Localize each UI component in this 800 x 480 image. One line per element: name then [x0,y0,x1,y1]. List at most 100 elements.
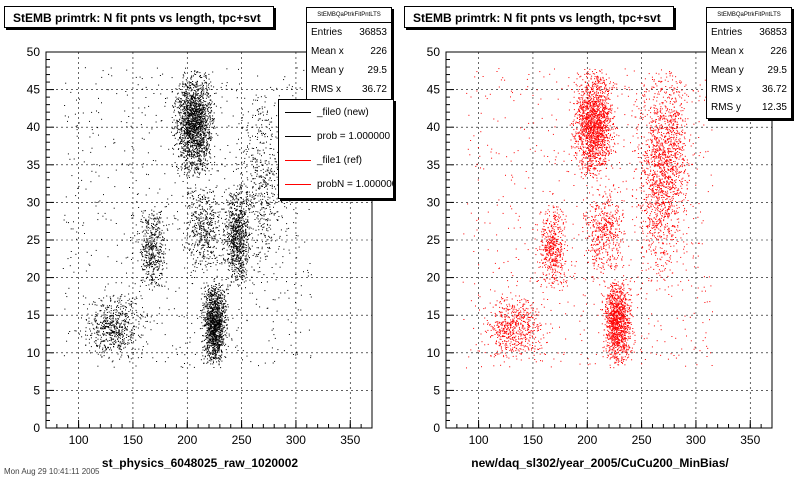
scatter-point [116,322,118,324]
scatter-point [151,254,153,256]
scatter-point [218,351,220,353]
scatter-point [215,315,217,317]
scatter-point [100,299,102,301]
scatter-point [207,304,209,306]
scatter-point [190,138,192,140]
scatter-point [216,328,218,330]
scatter-point [107,346,109,348]
scatter-point [133,333,135,334]
scatter-point [142,279,144,281]
scatter-point [210,111,212,113]
scatter-point [199,126,201,127]
scatter-point [213,285,215,287]
scatter-point [120,333,122,335]
scatter-point [217,304,219,306]
scatter-point [143,249,145,251]
scatter-point [238,240,240,242]
scatter-point [200,101,202,103]
scatter-point [226,337,228,338]
scatter-point [210,157,212,159]
scatter-point [236,243,238,244]
scatter-point [248,247,250,249]
scatter-point [80,330,81,332]
scatter-point [179,114,181,116]
scatter-point [149,217,151,219]
scatter-point [150,232,152,234]
scatter-point [188,136,190,138]
scatter-point [185,93,187,94]
scatter-point [220,315,222,317]
scatter-point [211,293,212,295]
scatter-point [121,340,123,342]
scatter-point [201,131,203,133]
scatter-point [195,103,197,105]
scatter-point [98,334,99,336]
scatter-point [156,269,158,271]
scatter-point [156,266,158,268]
scatter-point [123,339,125,341]
scatter-point [189,131,191,133]
scatter-point [211,321,213,323]
scatter-point [171,165,173,167]
scatter-point [152,266,153,267]
scatter-point [214,338,216,340]
scatter-point [103,314,105,316]
scatter-point [194,138,196,140]
scatter-point [204,321,206,322]
scatter-point [152,279,154,281]
scatter-point [180,141,182,142]
scatter-point [200,102,202,104]
scatter-point [181,105,182,107]
scatter-point [118,299,120,301]
scatter-point [125,302,127,304]
scatter-point [192,81,194,82]
scatter-point [221,314,223,316]
scatter-point [150,279,152,281]
scatter-point [149,267,150,269]
scatter-point [231,207,233,209]
scatter-point [195,145,197,147]
scatter-point [206,160,208,162]
scatter-point [188,149,190,151]
scatter-point [242,272,244,274]
scatter-point [221,321,223,323]
scatter-point [212,334,214,336]
scatter-point [246,270,248,272]
scatter-point [164,244,166,246]
scatter-point [197,105,199,107]
scatter-point [245,229,247,231]
scatter-point [209,125,211,127]
scatter-point [191,118,192,120]
scatter-point [200,128,201,130]
scatter-point [124,314,126,316]
scatter-point [111,325,113,327]
scatter-point [221,338,223,340]
scatter-point [123,323,125,325]
scatter-point [200,121,202,123]
scatter-point [222,340,224,342]
scatter-point [198,119,200,121]
scatter-point [163,253,165,255]
scatter-point [101,324,103,326]
scatter-point [207,129,209,131]
scatter-point [192,95,194,97]
scatter-point [190,132,192,134]
scatter-point [204,146,206,148]
scatter-point [237,284,239,286]
scatter-point [221,311,223,313]
scatter-point [220,357,222,359]
scatter-point [176,132,178,134]
scatter-point [212,352,214,353]
scatter-point [241,225,243,227]
scatter-point [134,348,136,350]
scatter-point [194,131,196,133]
scatter-point [186,86,188,88]
scatter-point [223,306,225,308]
scatter-point [95,311,97,313]
scatter-point [191,122,193,124]
scatter-point [234,239,236,241]
scatter-point [152,254,154,256]
scatter-point [199,97,201,98]
scatter-point [199,157,201,159]
scatter-point [195,156,197,158]
